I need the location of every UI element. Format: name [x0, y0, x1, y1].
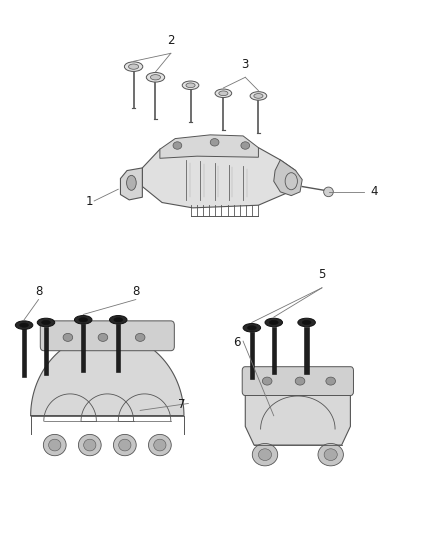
- Text: 5: 5: [318, 269, 325, 281]
- Text: 8: 8: [35, 286, 42, 298]
- Text: 4: 4: [370, 185, 378, 198]
- Polygon shape: [245, 392, 350, 445]
- Ellipse shape: [318, 443, 343, 466]
- Ellipse shape: [262, 377, 272, 385]
- Polygon shape: [31, 333, 184, 416]
- Ellipse shape: [250, 92, 267, 100]
- Ellipse shape: [43, 434, 66, 456]
- Bar: [22, 329, 26, 377]
- Ellipse shape: [258, 449, 272, 461]
- Ellipse shape: [135, 334, 145, 342]
- Ellipse shape: [113, 434, 136, 456]
- Ellipse shape: [154, 439, 166, 451]
- Bar: [250, 332, 254, 379]
- Ellipse shape: [265, 318, 283, 327]
- Ellipse shape: [295, 377, 305, 385]
- Ellipse shape: [252, 443, 278, 466]
- Ellipse shape: [219, 91, 228, 95]
- Ellipse shape: [182, 81, 199, 90]
- Ellipse shape: [210, 139, 219, 146]
- Ellipse shape: [128, 64, 139, 69]
- Ellipse shape: [20, 323, 28, 327]
- Polygon shape: [274, 160, 302, 196]
- Ellipse shape: [173, 142, 182, 149]
- Ellipse shape: [63, 334, 73, 342]
- Polygon shape: [160, 135, 258, 158]
- Text: 7: 7: [178, 398, 186, 410]
- Ellipse shape: [119, 439, 131, 451]
- Text: 2: 2: [167, 34, 175, 47]
- Ellipse shape: [269, 320, 278, 325]
- Ellipse shape: [241, 142, 250, 149]
- Ellipse shape: [42, 320, 50, 325]
- Text: 3: 3: [242, 58, 249, 71]
- Ellipse shape: [79, 318, 88, 322]
- Ellipse shape: [114, 318, 123, 322]
- Ellipse shape: [78, 434, 101, 456]
- Ellipse shape: [124, 62, 143, 71]
- Polygon shape: [120, 168, 142, 200]
- Text: 8: 8: [132, 286, 139, 298]
- Ellipse shape: [98, 334, 108, 342]
- Ellipse shape: [127, 175, 136, 190]
- Bar: [304, 327, 309, 374]
- Ellipse shape: [186, 83, 195, 87]
- Ellipse shape: [49, 439, 61, 451]
- Bar: [116, 324, 120, 372]
- Ellipse shape: [254, 94, 263, 98]
- Text: 1: 1: [86, 195, 94, 208]
- Ellipse shape: [84, 439, 96, 451]
- Ellipse shape: [150, 75, 161, 80]
- FancyBboxPatch shape: [40, 321, 174, 351]
- Ellipse shape: [326, 377, 336, 385]
- Ellipse shape: [37, 318, 55, 327]
- Bar: [81, 324, 85, 372]
- Ellipse shape: [247, 326, 256, 330]
- Ellipse shape: [146, 72, 165, 82]
- Ellipse shape: [74, 316, 92, 324]
- Ellipse shape: [298, 318, 315, 327]
- Ellipse shape: [110, 316, 127, 324]
- Ellipse shape: [302, 320, 311, 325]
- Polygon shape: [142, 148, 296, 208]
- Ellipse shape: [215, 89, 232, 98]
- Bar: [44, 327, 48, 375]
- Ellipse shape: [324, 449, 337, 461]
- Bar: [272, 327, 276, 374]
- Ellipse shape: [148, 434, 171, 456]
- FancyBboxPatch shape: [242, 367, 353, 395]
- Ellipse shape: [324, 187, 333, 197]
- Ellipse shape: [243, 324, 261, 332]
- Text: 6: 6: [233, 336, 240, 349]
- Ellipse shape: [15, 321, 33, 329]
